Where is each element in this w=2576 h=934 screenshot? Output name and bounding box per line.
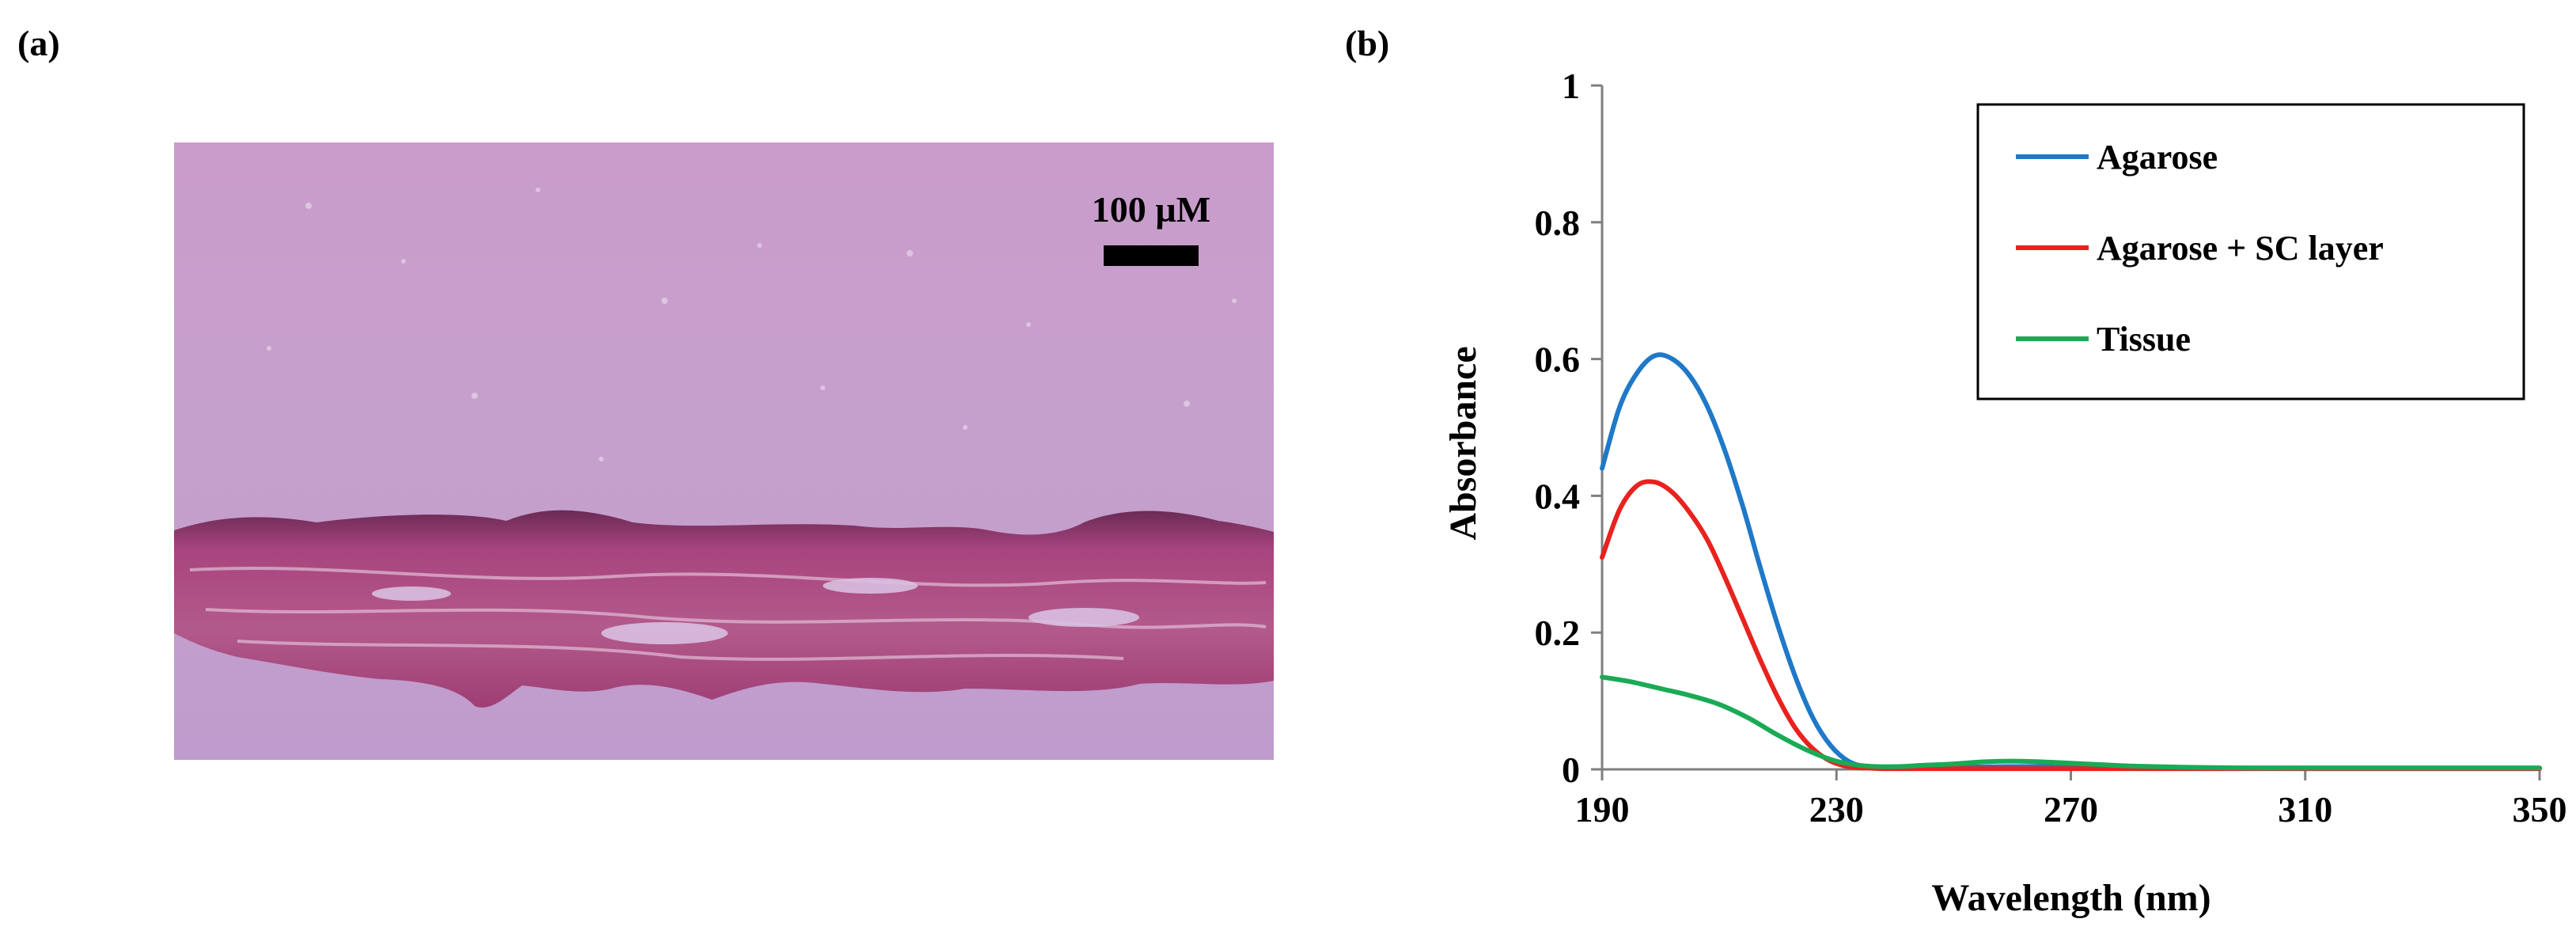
legend-box [1976, 103, 2525, 401]
tissue-layer [174, 510, 1274, 708]
x-tick-label: 350 [2513, 789, 2567, 830]
x-tick-label: 310 [2278, 789, 2332, 830]
x-tick-label: 270 [2044, 789, 2098, 830]
y-tick-label: 1 [1562, 66, 1580, 106]
y-axis-label: Absorbance [1442, 346, 1484, 540]
panel-b-label: (b) [1345, 23, 1390, 63]
y-tick-label: 0.8 [1535, 203, 1581, 243]
chart-series [1600, 352, 2542, 772]
y-tick-label: 0.4 [1535, 476, 1581, 516]
x-axis-label: Wavelength (nm) [1931, 877, 2210, 919]
series-line-tissue [1600, 674, 2542, 771]
y-tick-label: 0 [1562, 750, 1580, 790]
y-tick-label: 0.6 [1535, 340, 1581, 380]
micrograph-speckles [267, 188, 1237, 461]
legend-label-tissue: Tissue [2097, 320, 2191, 359]
panel-a-label: (a) [17, 23, 60, 63]
series-line-agarose-sc-layer [1600, 479, 2542, 772]
y-tick-label: 0.2 [1535, 613, 1581, 653]
scale-bar [1104, 245, 1199, 266]
x-tick-label: 230 [1809, 789, 1864, 830]
series-line-agarose [1600, 352, 2542, 771]
legend-label-agarose-sc-layer: Agarose + SC layer [2097, 229, 2384, 268]
micrograph-image: 100 µM [174, 142, 1274, 760]
legend-label-agarose: Agarose [2097, 138, 2218, 177]
scale-bar-label: 100 µM [1092, 189, 1210, 230]
x-tick-label: 190 [1575, 789, 1630, 830]
chart-legend: Agarose Agarose + SC layer Tissue [1976, 103, 2525, 401]
tissue-fibers [189, 566, 1267, 661]
tissue-gaps [372, 578, 1139, 644]
